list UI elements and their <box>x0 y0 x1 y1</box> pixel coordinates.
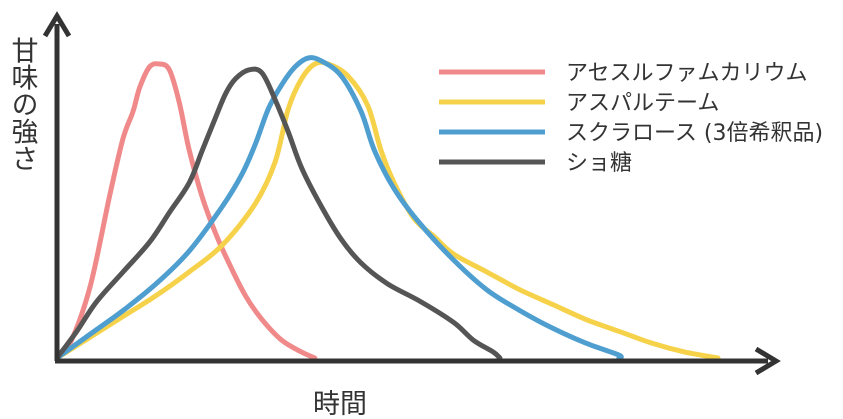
y-axis-arrow <box>42 11 72 38</box>
y-axis-label: 甘味の強さ <box>7 36 38 171</box>
series-line-2 <box>54 59 721 361</box>
x-axis-arrow <box>754 346 781 376</box>
series-line-4 <box>54 66 503 361</box>
curves <box>54 55 721 361</box>
legend-label-1: アセスルファムカリウム <box>566 61 808 86</box>
legend-label-3: スクラロース (3倍希釈品) <box>566 121 823 146</box>
legend-label-4: ショ糖 <box>566 151 632 176</box>
legend-label-2: アスパルテーム <box>566 91 719 116</box>
series-line-1 <box>54 61 318 361</box>
x-axis-label: 時間 <box>313 389 367 419</box>
series-line-3 <box>54 55 624 361</box>
